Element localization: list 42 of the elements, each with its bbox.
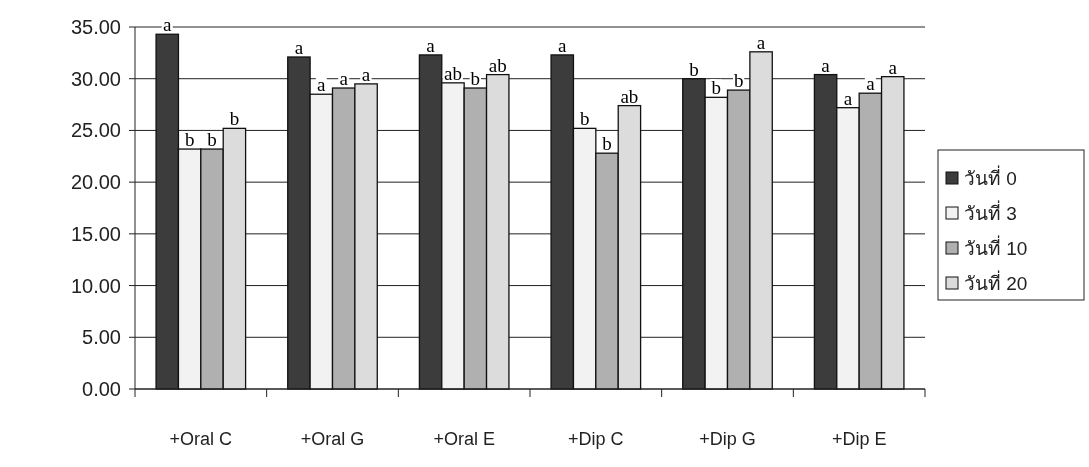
legend-label: วันที่ 10 bbox=[964, 234, 1028, 259]
x-tick-label: +Dip C bbox=[568, 429, 624, 449]
data-label: b bbox=[579, 108, 590, 130]
y-tick-label: 35.00 bbox=[70, 16, 121, 38]
legend-label: วันที่ 3 bbox=[964, 199, 1017, 224]
data-label: b bbox=[602, 133, 612, 155]
data-label: ab bbox=[444, 62, 462, 84]
data-label: a bbox=[339, 68, 349, 90]
data-label: a bbox=[558, 34, 568, 56]
data-label: ab bbox=[488, 54, 507, 76]
data-label: a bbox=[888, 56, 898, 78]
y-tick-label: 25.00 bbox=[70, 119, 121, 142]
data-label: a bbox=[821, 54, 831, 76]
x-tick-label: +Oral C bbox=[169, 429, 233, 449]
x-tick-label: +Dip E bbox=[831, 429, 887, 449]
data-label: a bbox=[426, 34, 436, 56]
data-label: b bbox=[733, 70, 744, 92]
data-label: a bbox=[361, 63, 371, 85]
data-label: b bbox=[184, 129, 195, 151]
data-label: b bbox=[207, 129, 217, 151]
y-tick-label: 30.00 bbox=[70, 67, 121, 90]
y-tick-label: 10.00 bbox=[70, 274, 121, 297]
x-tick-label: +Dip G bbox=[699, 429, 756, 449]
y-tick-label: 5.00 bbox=[82, 326, 121, 349]
data-label: a bbox=[866, 73, 876, 95]
data-label: a bbox=[317, 74, 327, 96]
y-tick-label: 20.00 bbox=[70, 171, 121, 194]
data-label: b bbox=[229, 108, 240, 130]
y-tick-label: 0.00 bbox=[82, 378, 121, 400]
data-label: b bbox=[711, 77, 722, 99]
data-label: a bbox=[163, 14, 173, 36]
x-tick-label: +Oral G bbox=[300, 429, 365, 449]
data-label: b bbox=[689, 58, 699, 80]
data-label: a bbox=[756, 31, 766, 53]
data-label: b bbox=[470, 68, 481, 90]
legend-label: วันที่ 20 bbox=[964, 269, 1028, 294]
data-label: a bbox=[294, 36, 304, 58]
y-tick-label: 15.00 bbox=[70, 222, 121, 245]
data-label: ab bbox=[620, 85, 639, 107]
legend-label: วันที่ 0 bbox=[964, 164, 1017, 189]
data-label: a bbox=[843, 87, 853, 109]
x-tick-label: +Oral E bbox=[433, 429, 495, 449]
